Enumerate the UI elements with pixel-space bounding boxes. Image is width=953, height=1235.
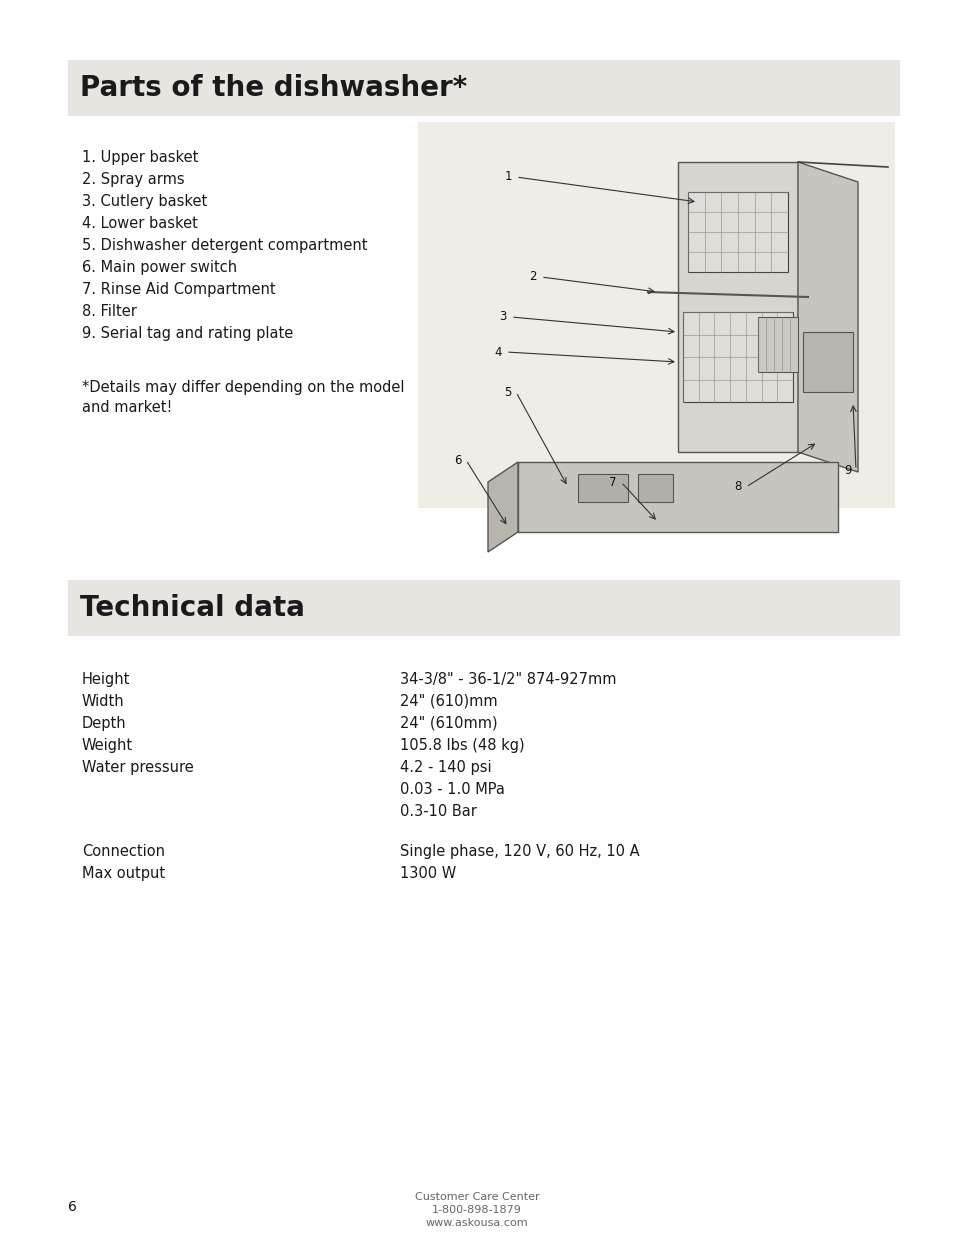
Bar	[687, 191, 787, 272]
Bar	[682, 312, 792, 403]
Text: Max output: Max output	[82, 866, 165, 881]
Text: 0.3-10 Bar: 0.3-10 Bar	[399, 804, 476, 819]
Text: 24" (610)mm: 24" (610)mm	[399, 694, 497, 709]
Polygon shape	[678, 162, 797, 452]
Text: *Details may differ depending on the model
and market!: *Details may differ depending on the mod…	[82, 380, 404, 415]
Text: Technical data: Technical data	[80, 594, 305, 622]
Bar	[517, 462, 837, 532]
Text: 8: 8	[734, 480, 740, 494]
Text: 6: 6	[68, 1200, 77, 1214]
Bar	[758, 317, 797, 372]
Text: Parts of the dishwasher*: Parts of the dishwasher*	[80, 74, 467, 103]
Text: 0.03 - 1.0 MPa: 0.03 - 1.0 MPa	[399, 782, 504, 797]
Text: 5. Dishwasher detergent compartment: 5. Dishwasher detergent compartment	[82, 238, 367, 253]
Text: 8. Filter: 8. Filter	[82, 304, 136, 319]
Text: 2: 2	[529, 270, 537, 284]
Text: Connection: Connection	[82, 844, 165, 860]
Text: Single phase, 120 V, 60 Hz, 10 A: Single phase, 120 V, 60 Hz, 10 A	[399, 844, 639, 860]
Polygon shape	[488, 462, 517, 552]
Text: 9. Serial tag and rating plate: 9. Serial tag and rating plate	[82, 326, 293, 341]
Text: 105.8 lbs (48 kg): 105.8 lbs (48 kg)	[399, 739, 524, 753]
Text: 4.2 - 140 psi: 4.2 - 140 psi	[399, 760, 491, 776]
Text: 7: 7	[609, 475, 616, 489]
Text: 9: 9	[843, 463, 851, 477]
Bar	[638, 474, 672, 501]
Text: 4. Lower basket: 4. Lower basket	[82, 216, 197, 231]
Text: 3. Cutlery basket: 3. Cutlery basket	[82, 194, 207, 209]
Text: Water pressure: Water pressure	[82, 760, 193, 776]
Bar	[68, 61, 899, 116]
Bar	[68, 580, 899, 636]
Text: 5: 5	[504, 385, 511, 399]
Bar	[578, 474, 627, 501]
Text: 6: 6	[454, 453, 461, 467]
Text: Width: Width	[82, 694, 125, 709]
Text: 2. Spray arms: 2. Spray arms	[82, 172, 185, 186]
Text: 24" (610mm): 24" (610mm)	[399, 716, 497, 731]
Text: 6. Main power switch: 6. Main power switch	[82, 261, 237, 275]
Text: Customer Care Center
1-800-898-1879
www.askousa.com: Customer Care Center 1-800-898-1879 www.…	[415, 1192, 538, 1229]
Text: 1. Upper basket: 1. Upper basket	[82, 149, 198, 165]
Text: 34-3/8" - 36-1/2" 874-927mm: 34-3/8" - 36-1/2" 874-927mm	[399, 672, 616, 687]
Text: 4: 4	[494, 346, 501, 358]
Text: 7. Rinse Aid Compartment: 7. Rinse Aid Compartment	[82, 282, 275, 296]
Polygon shape	[797, 162, 857, 472]
Bar	[417, 122, 894, 508]
Text: Weight: Weight	[82, 739, 133, 753]
Text: Height: Height	[82, 672, 131, 687]
Text: 1: 1	[504, 170, 511, 184]
Bar	[802, 332, 852, 391]
Text: Depth: Depth	[82, 716, 127, 731]
Text: 3: 3	[498, 310, 506, 324]
Text: 1300 W: 1300 W	[399, 866, 456, 881]
